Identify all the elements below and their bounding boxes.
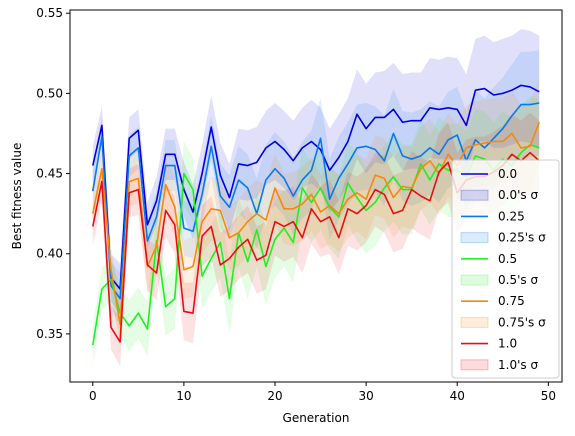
x-tick-label: 40 xyxy=(450,389,465,403)
x-tick-label: 20 xyxy=(267,389,282,403)
plot-frame xyxy=(69,9,563,383)
legend-label: 0.0 xyxy=(498,167,517,181)
legend-band-label: 0.75's σ xyxy=(498,315,546,329)
x-tick-label: 10 xyxy=(176,389,191,403)
legend-label: 0.25 xyxy=(498,209,525,223)
y-tick-label: 0.55 xyxy=(36,6,63,20)
legend-band-swatch xyxy=(460,274,489,286)
legend-band-swatch xyxy=(460,189,489,201)
y-tick-label: 0.50 xyxy=(36,86,63,100)
legend-label: 0.5 xyxy=(498,252,517,266)
series-line-1 xyxy=(91,102,540,300)
x-tick-label: 0 xyxy=(89,389,97,403)
y-tick-label: 0.35 xyxy=(36,327,63,341)
sigma-band-3 xyxy=(92,77,540,349)
legend-band-swatch xyxy=(460,316,489,328)
x-tick-label: 30 xyxy=(358,389,373,403)
legend-band-label: 0.0's σ xyxy=(498,188,538,202)
x-axis-title: Generation xyxy=(283,411,350,425)
sigma-band-0 xyxy=(92,29,540,315)
legend: 0.0 0.0's σ 0.25 0.25's σ 0.5 0.5's σ 0.75 0.75… xyxy=(451,159,560,379)
axes: 0 10 20 30 40 50 0.35 0.40 0.45 0.50 0.55 Generatio… xyxy=(10,6,563,425)
sigma-band-1 xyxy=(92,50,540,325)
y-axis-title: Best fitness value xyxy=(10,143,24,250)
legend-band-label: 1.0's σ xyxy=(498,358,538,372)
legend-box xyxy=(451,159,560,379)
legend-band-swatch xyxy=(460,359,489,371)
x-tick-label: 50 xyxy=(541,389,556,403)
series-line-0 xyxy=(91,84,540,290)
series-line-3 xyxy=(91,121,540,326)
y-tick-label: 0.45 xyxy=(36,167,63,181)
y-tick-label: 0.40 xyxy=(36,247,63,261)
legend-label: 0.75 xyxy=(498,294,525,308)
legend-band-label: 0.25's σ xyxy=(498,231,546,245)
legend-label: 1.0 xyxy=(498,337,517,351)
legend-band-swatch xyxy=(460,232,489,244)
legend-band-label: 0.5's σ xyxy=(498,273,538,287)
